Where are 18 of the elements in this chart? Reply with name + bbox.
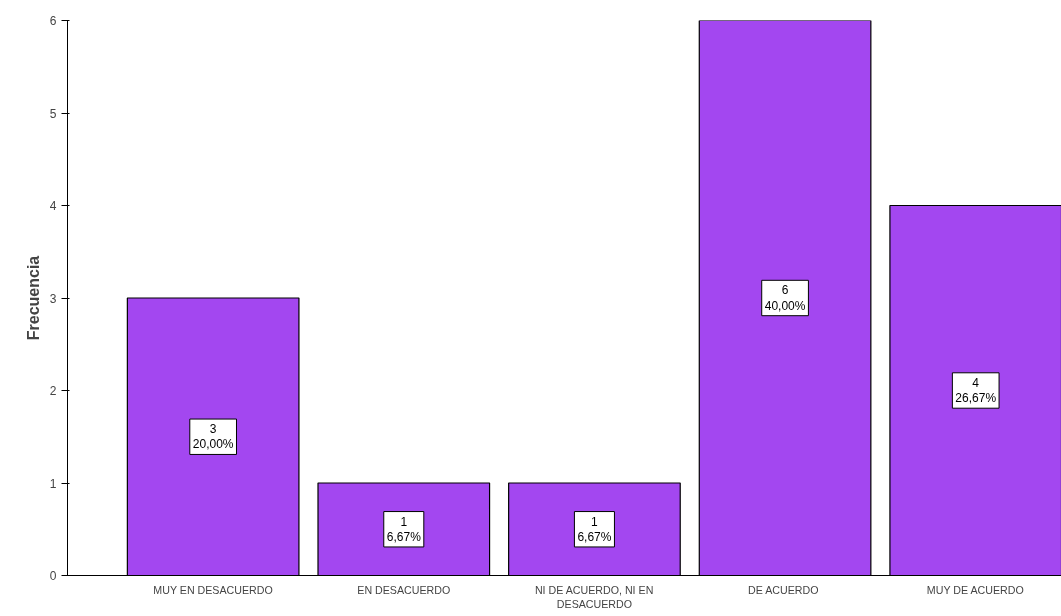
y-tick-label: 0 — [49, 569, 57, 583]
x-tick-label: MUY EN DESACUERDO — [153, 583, 273, 596]
data-label: 3 20,00% — [192, 422, 234, 452]
y-tick-label: 4 — [49, 199, 57, 213]
y-tick-label: 5 — [49, 106, 57, 121]
x-tick-label: EN DESACUERDO — [357, 583, 451, 596]
data-label: 1 6,67% — [577, 514, 612, 544]
data-label: 6 40,00% — [764, 283, 806, 313]
x-tick-label: NI DE ACUERDO, NI EN DESACUERDO — [534, 583, 654, 610]
y-tick-label: 3 — [49, 291, 57, 306]
y-tick-label: 2 — [49, 384, 57, 398]
y-axis-title: Frecuencia — [24, 255, 42, 341]
data-label: 4 26,67% — [955, 375, 997, 406]
x-tick-label: DE ACUERDO — [748, 583, 819, 596]
y-tick-label: 6 — [49, 14, 57, 28]
y-tick-label: 1 — [49, 476, 57, 491]
x-tick-label: MUY DE ACUERDO — [926, 583, 1024, 596]
data-label: 1 6,67% — [386, 514, 422, 544]
